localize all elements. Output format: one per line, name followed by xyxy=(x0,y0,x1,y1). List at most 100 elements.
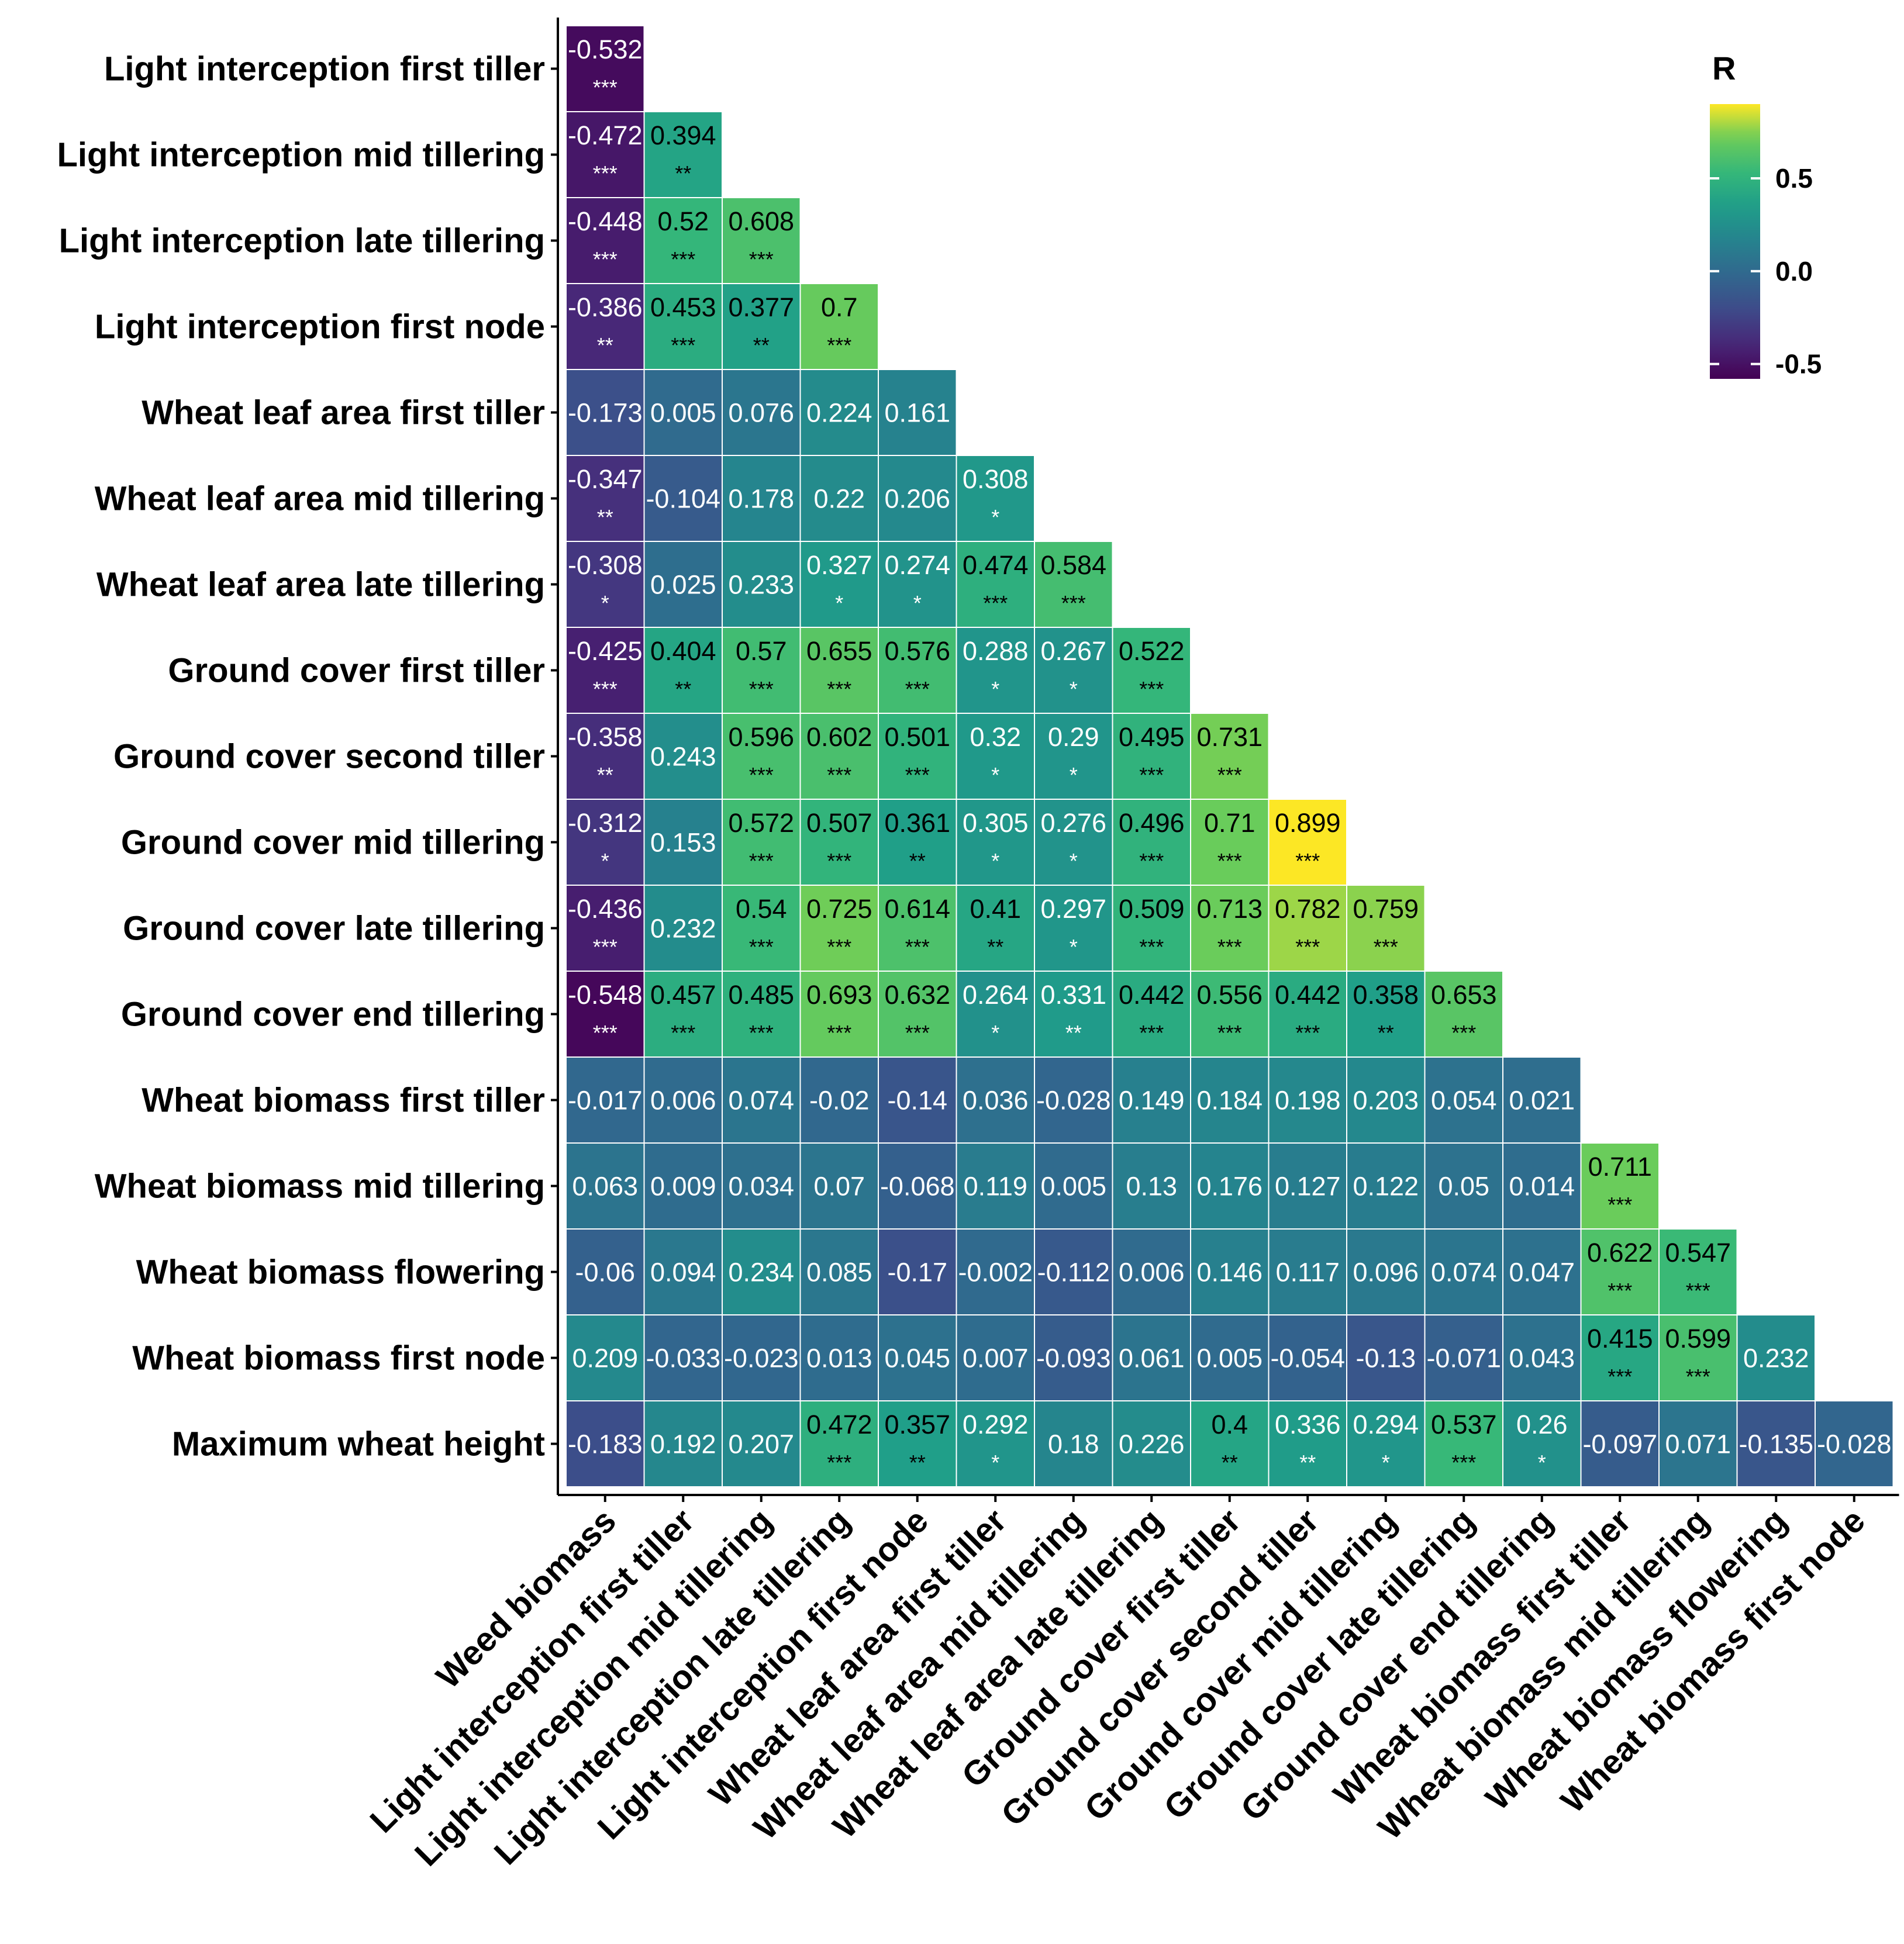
cell-rect xyxy=(799,799,879,886)
cell-rect xyxy=(643,369,723,456)
cell-significance: * xyxy=(1070,763,1078,787)
heatmap-cells: -0.532***-0.472***0.394**-0.448***0.52**… xyxy=(565,25,1894,1487)
cell-value: 0.782 xyxy=(1275,894,1341,924)
cell-value: 0.71 xyxy=(1204,808,1255,838)
cell-value: 0.576 xyxy=(884,636,950,666)
heatmap-cell: 0.596 *** xyxy=(722,713,801,800)
heatmap-cell: 0.006 xyxy=(1112,1228,1191,1315)
row-label-ground-cover-second-tiller: Ground cover second tiller xyxy=(113,738,545,776)
cell-value: 0.7 xyxy=(821,292,858,322)
heatmap-cell: 0.377 ** xyxy=(722,283,801,370)
cell-significance: *** xyxy=(1295,935,1320,959)
cell-value: -0.548 xyxy=(568,980,643,1010)
cell-significance: *** xyxy=(827,849,851,873)
cell-rect xyxy=(1034,1314,1113,1401)
cell-rect xyxy=(1502,1400,1582,1487)
cell-rect xyxy=(643,799,723,886)
cell-significance: *** xyxy=(1139,849,1164,873)
heatmap-cell: 0.576 *** xyxy=(878,627,957,714)
cell-value: 0.085 xyxy=(806,1258,872,1287)
cell-significance: * xyxy=(991,1451,999,1475)
cell-rect xyxy=(1736,1400,1816,1487)
heatmap-cell: 0.006 xyxy=(643,1056,723,1144)
cell-value: -0.532 xyxy=(568,34,643,64)
heatmap-cell: 0.556 *** xyxy=(1190,971,1270,1058)
cell-significance: *** xyxy=(827,763,851,787)
cell-rect xyxy=(722,1056,801,1144)
cell-rect xyxy=(565,197,645,284)
cell-significance: * xyxy=(1070,935,1078,959)
cell-value: -0.183 xyxy=(568,1429,643,1459)
heatmap-cell: -0.028 xyxy=(1034,1056,1113,1144)
cell-value: -0.347 xyxy=(568,464,643,494)
cell-rect xyxy=(799,713,879,800)
cell-rect xyxy=(722,971,801,1058)
cell-value: 0.288 xyxy=(963,636,1029,666)
row-label-wheat-leaf-area-first-tiller: Wheat leaf area first tiller xyxy=(142,394,545,432)
cell-value: -0.02 xyxy=(809,1086,870,1116)
cell-value: 0.146 xyxy=(1196,1258,1263,1287)
heatmap-cell: -0.02 xyxy=(799,1056,879,1144)
cell-rect xyxy=(1424,1314,1503,1401)
heatmap-cell: -0.358 ** xyxy=(565,713,645,800)
cell-value: 0.178 xyxy=(728,484,794,514)
cell-value: 0.442 xyxy=(1119,980,1185,1010)
cell-rect xyxy=(1268,1314,1347,1401)
heatmap-cell: 0.731 *** xyxy=(1190,713,1270,800)
heatmap-cell: 0.474 *** xyxy=(956,541,1035,628)
heatmap-cell: 0.209 xyxy=(565,1314,645,1401)
cell-significance: ** xyxy=(597,333,613,357)
heatmap-cell: -0.028 xyxy=(1815,1400,1894,1487)
cell-value: 0.233 xyxy=(728,570,794,600)
cell-significance: *** xyxy=(749,763,774,787)
cell-value: 0.336 xyxy=(1275,1410,1341,1439)
heatmap-cell: 0.305 * xyxy=(956,799,1035,886)
heatmap-cell: 0.442 *** xyxy=(1112,971,1191,1058)
cell-rect xyxy=(799,541,879,628)
cell-value: 0.206 xyxy=(884,484,950,514)
cell-rect xyxy=(1034,713,1113,800)
heatmap-cell: 0.234 xyxy=(722,1228,801,1315)
cell-value: 0.176 xyxy=(1196,1172,1263,1201)
cell-value: 0.496 xyxy=(1119,808,1185,838)
cell-value: 0.149 xyxy=(1119,1086,1185,1116)
cell-rect xyxy=(1346,1142,1426,1230)
cell-value: 0.119 xyxy=(964,1172,1027,1201)
heatmap-cell: 0.198 xyxy=(1268,1056,1347,1144)
heatmap-cell: 0.52 *** xyxy=(643,197,723,284)
heatmap-cell: -0.097 xyxy=(1580,1400,1660,1487)
cell-significance: ** xyxy=(1065,1021,1082,1045)
row-label-ground-cover-mid-tillering: Ground cover mid tillering xyxy=(121,824,545,862)
cell-rect xyxy=(878,455,957,542)
cell-significance: *** xyxy=(749,1021,774,1045)
cell-value: 0.226 xyxy=(1119,1429,1185,1459)
cell-value: -0.472 xyxy=(568,120,643,150)
heatmap-cell: 0.288 * xyxy=(956,627,1035,714)
cell-rect xyxy=(643,541,723,628)
cell-value: -0.14 xyxy=(887,1086,947,1116)
cell-significance: *** xyxy=(593,935,618,959)
heatmap-cell: -0.13 xyxy=(1346,1314,1426,1401)
heatmap-cell: -0.472 *** xyxy=(565,111,645,198)
cell-significance: *** xyxy=(1217,763,1242,787)
heatmap-cell: 0.232 xyxy=(1736,1314,1816,1401)
heatmap-cell: 0.013 xyxy=(799,1314,879,1401)
heatmap-cell: 0.22 xyxy=(799,455,879,542)
cell-significance: *** xyxy=(1608,1365,1632,1389)
row-label-ground-cover-first-tiller: Ground cover first tiller xyxy=(168,652,545,690)
heatmap-cell: 0.119 xyxy=(956,1142,1035,1230)
heatmap-cell: 0.074 xyxy=(722,1056,801,1144)
cell-value: 0.725 xyxy=(806,894,872,924)
cell-rect xyxy=(1268,799,1347,886)
heatmap-cell: 0.224 xyxy=(799,369,879,456)
heatmap-cell: 0.899 *** xyxy=(1268,799,1347,886)
heatmap-cell: 0.264 * xyxy=(956,971,1035,1058)
cell-value: 0.232 xyxy=(650,914,716,944)
cell-rect xyxy=(1346,1314,1426,1401)
heatmap-cell: 0.584 *** xyxy=(1034,541,1113,628)
cell-value: 0.596 xyxy=(728,722,794,752)
cell-rect xyxy=(1736,1314,1816,1401)
cell-value: 0.198 xyxy=(1275,1086,1341,1116)
cell-rect xyxy=(956,1142,1035,1230)
